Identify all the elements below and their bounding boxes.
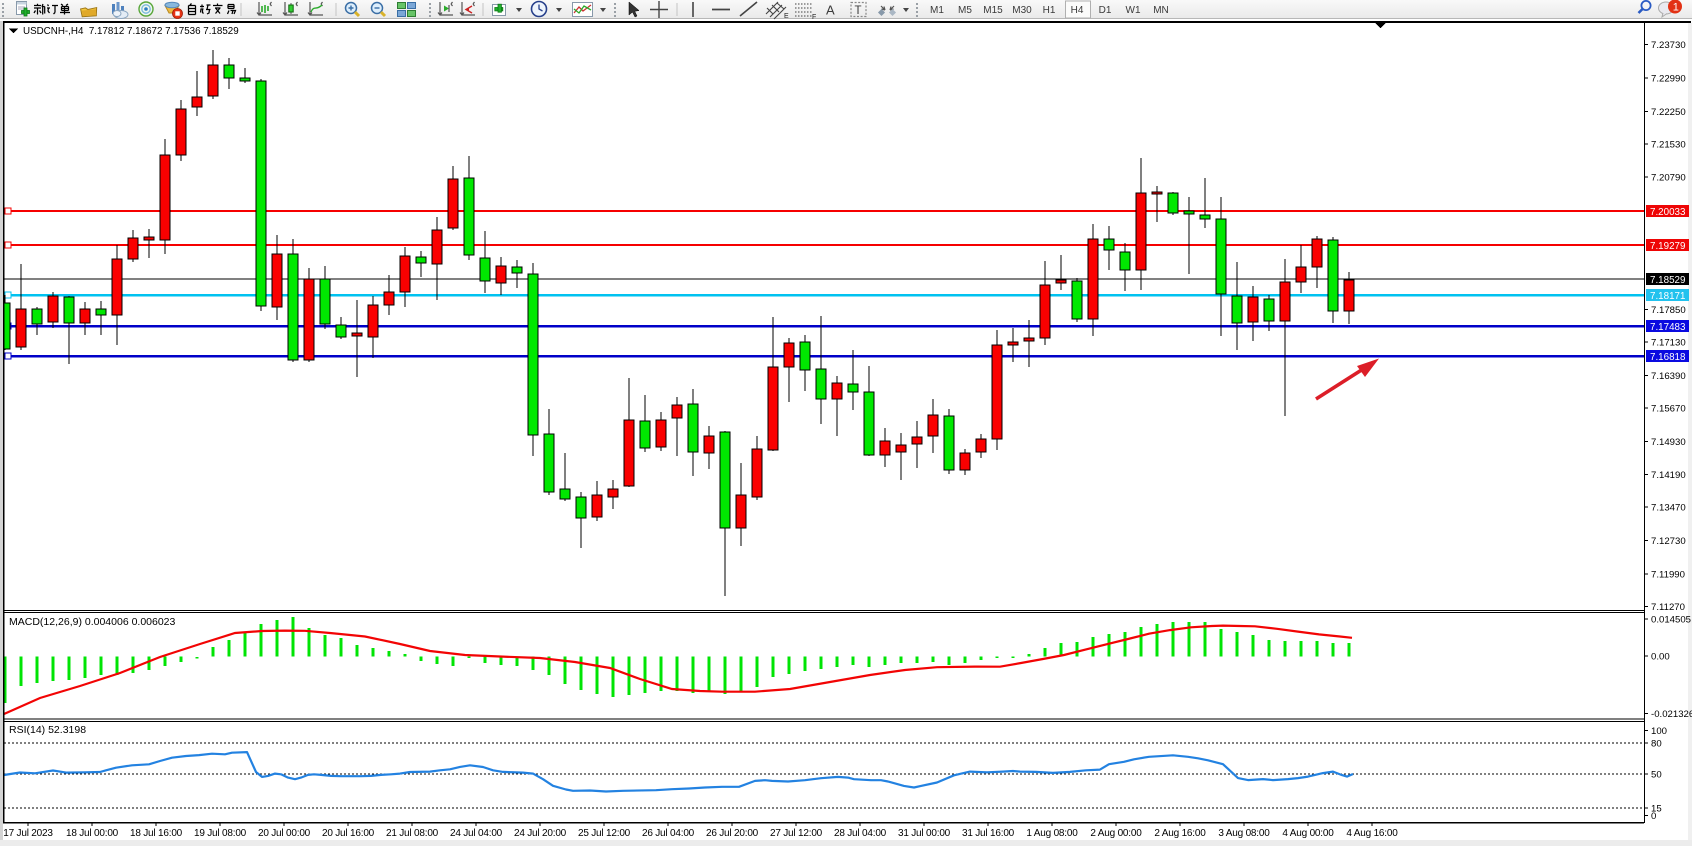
svg-text:MN: MN <box>1153 5 1169 16</box>
svg-text:A: A <box>826 3 835 18</box>
svg-text:7.17850: 7.17850 <box>1651 305 1686 316</box>
svg-text:7.11270: 7.11270 <box>1651 602 1685 613</box>
svg-text:7.22990: 7.22990 <box>1651 74 1686 85</box>
svg-text:USDCNH-,H4 7.17812 7.18672 7.: USDCNH-,H4 7.17812 7.18672 7.17536 7.185… <box>23 26 239 37</box>
svg-text:4 Aug 16:00: 4 Aug 16:00 <box>1346 828 1398 839</box>
svg-text:24 Jul 20:00: 24 Jul 20:00 <box>514 828 567 839</box>
svg-text:H1: H1 <box>1043 5 1056 16</box>
svg-text:7.14190: 7.14190 <box>1651 470 1686 481</box>
svg-text:D1: D1 <box>1099 5 1112 16</box>
svg-text:RSI(14) 52.3198: RSI(14) 52.3198 <box>9 724 86 736</box>
svg-text:7.18529: 7.18529 <box>1650 275 1685 286</box>
svg-text:7.20033: 7.20033 <box>1650 207 1686 218</box>
svg-text:F: F <box>812 14 816 21</box>
svg-text:7.17483: 7.17483 <box>1650 322 1686 333</box>
svg-text:7.16390: 7.16390 <box>1651 371 1686 382</box>
svg-text:100: 100 <box>1651 726 1667 737</box>
svg-text:19 Jul 08:00: 19 Jul 08:00 <box>194 828 247 839</box>
svg-text:15: 15 <box>1651 804 1662 815</box>
svg-text:26 Jul 20:00: 26 Jul 20:00 <box>706 828 759 839</box>
svg-text:1 Aug 08:00: 1 Aug 08:00 <box>1026 828 1078 839</box>
svg-text:20 Jul 16:00: 20 Jul 16:00 <box>322 828 375 839</box>
svg-text:7.16818: 7.16818 <box>1650 352 1686 363</box>
svg-text:0: 0 <box>1651 811 1656 822</box>
svg-text:0.014505: 0.014505 <box>1651 614 1691 625</box>
svg-text:7.11990: 7.11990 <box>1651 569 1685 580</box>
svg-text:31 Jul 16:00: 31 Jul 16:00 <box>962 828 1015 839</box>
svg-text:26 Jul 04:00: 26 Jul 04:00 <box>642 828 695 839</box>
svg-text:18 Jul 00:00: 18 Jul 00:00 <box>66 828 119 839</box>
svg-text:18 Jul 16:00: 18 Jul 16:00 <box>130 828 183 839</box>
svg-text:24 Jul 04:00: 24 Jul 04:00 <box>450 828 503 839</box>
svg-text:7.14930: 7.14930 <box>1651 437 1686 448</box>
svg-text:M30: M30 <box>1012 5 1032 16</box>
svg-text:M1: M1 <box>930 5 944 16</box>
svg-text:25 Jul 12:00: 25 Jul 12:00 <box>578 828 631 839</box>
svg-text:7.15670: 7.15670 <box>1651 403 1686 414</box>
svg-text:4 Aug 00:00: 4 Aug 00:00 <box>1282 828 1334 839</box>
svg-text:0.00: 0.00 <box>1651 652 1670 663</box>
svg-text:7.13470: 7.13470 <box>1651 503 1686 514</box>
svg-text:17 Jul 2023: 17 Jul 2023 <box>3 828 53 839</box>
svg-text:MACD(12,26,9) 0.004006 0.00602: MACD(12,26,9) 0.004006 0.006023 <box>9 616 176 628</box>
svg-text:7.23730: 7.23730 <box>1651 40 1686 51</box>
svg-text:3 Aug 08:00: 3 Aug 08:00 <box>1218 828 1270 839</box>
svg-text:7.20790: 7.20790 <box>1651 173 1686 184</box>
svg-text:50: 50 <box>1651 770 1662 781</box>
svg-text:7.18171: 7.18171 <box>1650 291 1685 302</box>
svg-text:E: E <box>784 13 789 20</box>
svg-text:7.22250: 7.22250 <box>1651 107 1686 118</box>
svg-text:7.21530: 7.21530 <box>1651 139 1686 150</box>
svg-text:2 Aug 16:00: 2 Aug 16:00 <box>1154 828 1206 839</box>
svg-text:31 Jul 00:00: 31 Jul 00:00 <box>898 828 951 839</box>
svg-text:2 Aug 00:00: 2 Aug 00:00 <box>1090 828 1142 839</box>
svg-text:80: 80 <box>1651 739 1662 750</box>
svg-text:W1: W1 <box>1126 5 1141 16</box>
svg-text:M5: M5 <box>958 5 972 16</box>
svg-text:21 Jul 08:00: 21 Jul 08:00 <box>386 828 439 839</box>
svg-text:20 Jul 00:00: 20 Jul 00:00 <box>258 828 311 839</box>
svg-text:1: 1 <box>1673 2 1679 14</box>
svg-text:7.19279: 7.19279 <box>1650 241 1685 252</box>
svg-text:H4: H4 <box>1071 5 1084 16</box>
svg-text:T: T <box>855 5 862 17</box>
svg-text:7.17130: 7.17130 <box>1651 338 1686 349</box>
svg-text:27 Jul 12:00: 27 Jul 12:00 <box>770 828 823 839</box>
svg-text:M15: M15 <box>983 5 1003 16</box>
svg-text:-0.021326: -0.021326 <box>1651 709 1692 720</box>
svg-text:28 Jul 04:00: 28 Jul 04:00 <box>834 828 887 839</box>
svg-text:7.12730: 7.12730 <box>1651 536 1686 547</box>
